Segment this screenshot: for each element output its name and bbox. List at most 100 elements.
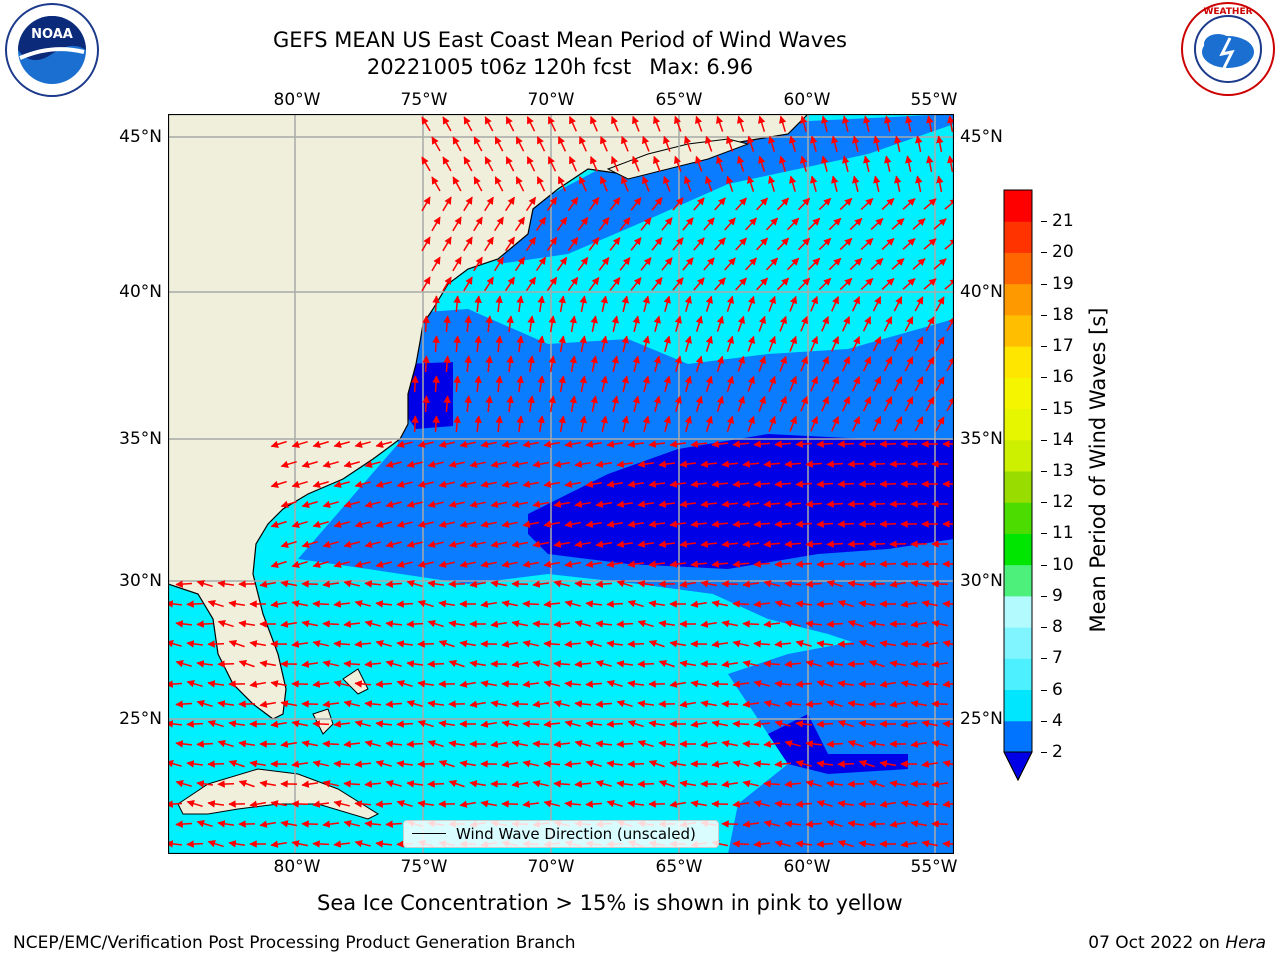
- lon-label-top-70w: 70°W: [527, 90, 575, 110]
- wave-direction-arrow: [883, 356, 893, 372]
- wave-direction-arrow: [674, 155, 682, 172]
- colorbar-tick-label: 6: [1052, 679, 1063, 700]
- wave-direction-arrow: [595, 500, 613, 508]
- lon-label-top-60w: 60°W: [783, 90, 831, 110]
- wave-direction-arrow: [621, 415, 629, 432]
- wave-direction-arrow: [564, 720, 581, 728]
- wave-direction-arrow: [495, 335, 503, 353]
- colorbar-tick-label: 19: [1052, 273, 1074, 294]
- wave-direction-arrow: [494, 136, 504, 152]
- wave-direction-arrow: [942, 680, 954, 688]
- wave-direction-arrow: [711, 720, 728, 728]
- wave-direction-arrow: [619, 217, 631, 231]
- wave-direction-arrow: [438, 520, 455, 528]
- wave-direction-arrow: [270, 600, 288, 608]
- wave-direction-arrow: [842, 115, 850, 132]
- wave-direction-arrow: [606, 800, 623, 808]
- wave-direction-arrow: [658, 660, 675, 668]
- wave-direction-arrow: [375, 800, 393, 808]
- wave-direction-arrow: [585, 680, 603, 688]
- wave-direction-arrow: [490, 700, 507, 708]
- wave-direction-arrow: [807, 217, 821, 231]
- wave-direction-arrow: [758, 355, 766, 372]
- wave-direction-arrow: [590, 355, 598, 372]
- wave-direction-arrow: [837, 680, 855, 688]
- wave-direction-arrow: [259, 780, 277, 788]
- wave-direction-arrow: [396, 720, 414, 728]
- wave-direction-arrow: [600, 175, 608, 192]
- wave-direction-arrow: [789, 135, 797, 152]
- wave-direction-arrow: [442, 116, 452, 132]
- wave-direction-arrow: [742, 740, 760, 748]
- wave-direction-arrow: [453, 335, 461, 353]
- colorbar-segment: [1004, 439, 1032, 472]
- wave-direction-arrow: [721, 700, 739, 708]
- wave-direction-arrow: [765, 257, 779, 271]
- wave-direction-arrow: [784, 820, 802, 828]
- wave-direction-arrow: [375, 600, 393, 608]
- lon-label-bottom-70w: 70°W: [527, 857, 575, 877]
- wave-direction-arrow: [923, 238, 937, 250]
- wave-direction-arrow: [863, 115, 871, 132]
- wave-direction-arrow: [463, 276, 473, 292]
- wave-direction-arrow: [648, 600, 666, 608]
- lon-label-top-65w: 65°W: [655, 90, 703, 110]
- wave-direction-arrow: [543, 720, 561, 728]
- wave-direction-arrow: [522, 720, 540, 728]
- wave-direction-arrow: [421, 156, 431, 172]
- wave-direction-arrow: [935, 336, 945, 352]
- wave-direction-arrow: [674, 355, 682, 372]
- wave-direction-arrow: [411, 415, 419, 433]
- wave-direction-arrow: [186, 720, 204, 728]
- wave-direction-arrow: [942, 800, 954, 808]
- wave-direction-arrow: [442, 236, 452, 252]
- wave-direction-arrow: [841, 316, 851, 332]
- wave-direction-arrow: [501, 520, 518, 528]
- wave-direction-arrow: [763, 700, 780, 708]
- wave-direction-arrow: [868, 460, 886, 468]
- wave-direction-arrow: [558, 295, 566, 313]
- land-cuba: [177, 768, 380, 820]
- wave-direction-arrow: [590, 155, 598, 172]
- wave-direction-arrow: [490, 460, 507, 468]
- wave-direction-arrow: [406, 460, 423, 468]
- wave-direction-arrow: [837, 480, 855, 488]
- wave-direction-arrow: [385, 820, 403, 828]
- wave-direction-arrow: [797, 197, 811, 211]
- wave-direction-arrow: [484, 196, 494, 212]
- wave-direction-arrow: [609, 277, 621, 291]
- wave-direction-arrow: [301, 460, 318, 468]
- wave-direction-arrow: [711, 640, 729, 648]
- wave-direction-arrow: [217, 660, 235, 668]
- wave-direction-arrow: [837, 720, 854, 728]
- colorbar: [1003, 189, 1033, 782]
- wave-direction-arrow: [756, 277, 768, 291]
- wave-direction-arrow: [716, 355, 724, 372]
- wave-direction-arrow: [375, 760, 392, 768]
- wave-direction-arrow: [837, 840, 854, 848]
- wave-direction-arrow: [511, 700, 529, 708]
- wave-direction-arrow: [270, 440, 287, 448]
- wave-direction-arrow: [217, 580, 235, 588]
- wave-direction-arrow: [904, 316, 914, 332]
- wave-direction-arrow: [703, 257, 715, 271]
- wave-direction-arrow: [621, 375, 629, 392]
- wave-direction-arrow: [774, 680, 792, 688]
- wave-direction-arrow: [753, 760, 771, 768]
- wave-direction-arrow: [453, 415, 461, 433]
- wave-direction-arrow: [525, 236, 537, 252]
- wave-direction-arrow: [228, 720, 246, 728]
- wave-direction-arrow: [438, 480, 455, 488]
- wave-direction-arrow: [810, 415, 818, 432]
- wave-direction-arrow: [464, 355, 472, 373]
- wave-direction-arrow: [786, 217, 800, 231]
- wave-direction-arrow: [525, 276, 537, 292]
- wave-direction-arrow: [364, 500, 381, 508]
- wave-direction-arrow: [826, 540, 844, 548]
- wave-direction-arrow: [658, 780, 675, 788]
- wave-direction-arrow: [684, 175, 692, 192]
- wave-direction-arrow: [207, 760, 225, 768]
- wave-direction-arrow: [648, 520, 666, 528]
- wave-direction-arrow: [900, 800, 917, 808]
- wave-direction-arrow: [511, 740, 528, 748]
